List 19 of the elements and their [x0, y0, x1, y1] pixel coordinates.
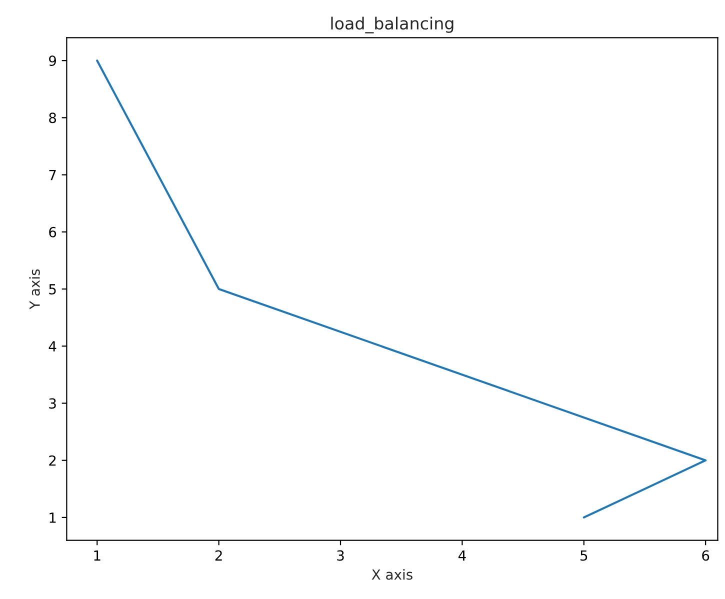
chart-title: load_balancing [331, 16, 454, 34]
y-tick-label: 7 [49, 170, 56, 180]
y-tick-label: 6 [49, 226, 56, 238]
line-series [96, 60, 707, 518]
x-tick-label: 1 [94, 550, 100, 561]
y-tick-label: 9 [49, 56, 56, 66]
x-tick-label: 5 [580, 550, 588, 561]
x-tick-label: 3 [337, 550, 344, 561]
y-tick-label: 8 [49, 112, 56, 124]
x-tick-label: 4 [458, 550, 466, 561]
y-tick-label: 1 [50, 512, 56, 523]
x-tick-label: 2 [215, 550, 222, 561]
x-axis-title: X axis [372, 569, 412, 580]
y-axis-title: Y axis [29, 269, 40, 310]
y-tick-label: 2 [49, 455, 56, 466]
y-tick-label: 3 [49, 398, 56, 409]
y-tick-label: 4 [48, 341, 56, 352]
y-tick-label: 5 [49, 284, 56, 294]
x-tick-label: 6 [702, 550, 710, 561]
